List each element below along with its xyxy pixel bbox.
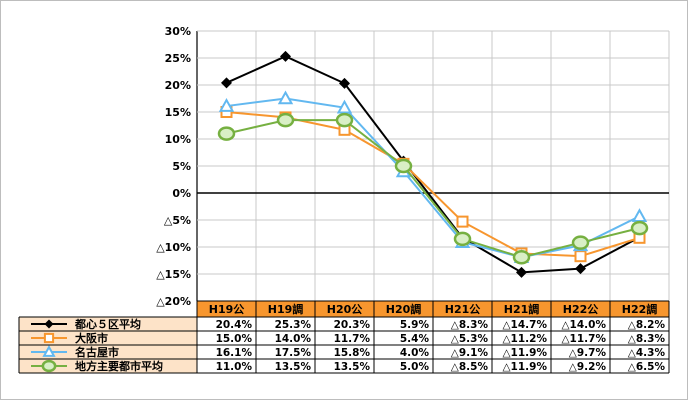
data-point: [221, 77, 232, 89]
data-value-label: △9.2%: [569, 361, 607, 373]
table-row: 地方主要都市平均 11.0% 13.5% 13.5% 5.0% △8.5% △11.9% △9…: [31, 359, 665, 373]
data-value-label: △6.5%: [628, 361, 666, 373]
x-category-label: H19公: [209, 303, 245, 316]
data-value-label: △14.7%: [502, 319, 547, 331]
series-line: [226, 119, 640, 259]
data-value-label: △4.3%: [628, 347, 666, 359]
data-value-label: 25.3%: [275, 319, 312, 331]
y-tick-label: 15%: [165, 106, 191, 119]
series-line: [226, 55, 640, 274]
legend-marker: [43, 332, 55, 344]
y-tick-label: 0%: [172, 187, 191, 200]
data-value-label: △9.1%: [451, 347, 489, 359]
legend-series-name: 名古屋市: [75, 345, 119, 359]
data-value-label: 13.5%: [275, 361, 312, 373]
y-axis-tick-labels: 30% 25% 20% 15% 10% 5% 0% △5% △10% △15% △20%: [156, 25, 191, 308]
x-category-label: H22公: [563, 303, 599, 316]
data-point: [280, 50, 291, 62]
legend-marker: [41, 359, 57, 373]
data-point: [276, 112, 295, 128]
data-value-label: 16.1%: [216, 347, 253, 359]
table-row: 大阪市 15.0% 14.0% 11.7% 5.4% △5.3% △11.2% △11.7% △…: [31, 331, 665, 345]
data-value-label: 14.0%: [275, 333, 312, 345]
data-value-label: △9.7%: [569, 347, 607, 359]
y-tick-label: 5%: [172, 160, 191, 173]
y-tick-label: △10%: [156, 241, 191, 254]
x-category-label: H21公: [445, 303, 481, 316]
data-point: [339, 77, 350, 89]
data-value-label: 11.0%: [216, 361, 253, 373]
data-point: [575, 263, 586, 275]
legend-series-name: 都心５区平均: [74, 317, 141, 331]
series-lines: [217, 50, 649, 278]
data-point: [574, 250, 587, 263]
data-value-label: 20.3%: [334, 319, 371, 331]
data-value-label: 13.5%: [334, 361, 371, 373]
data-value-label: 5.9%: [400, 319, 430, 331]
data-point: [335, 112, 354, 128]
data-point: [512, 250, 531, 265]
data-point: [277, 90, 294, 105]
x-category-label: H20調: [386, 302, 422, 316]
data-point: [571, 235, 590, 250]
data-point: [394, 158, 413, 174]
legend-series-name: 地方主要都市平均: [75, 359, 163, 373]
x-category-label: H21調: [504, 302, 540, 316]
x-category-label: H22調: [622, 302, 658, 316]
series-4: [217, 112, 649, 265]
data-value-label: 4.0%: [400, 347, 430, 359]
legend-marker: [44, 319, 54, 329]
data-value-label: △8.3%: [451, 319, 489, 331]
data-value-label: △8.5%: [451, 361, 489, 373]
data-value-label: △14.0%: [561, 319, 606, 331]
data-point: [453, 231, 472, 247]
data-value-label: 15.8%: [334, 347, 371, 359]
y-tick-label: 20%: [165, 79, 191, 92]
x-category-label: H19調: [268, 302, 304, 316]
data-point: [516, 266, 527, 278]
table-row: 名古屋市 16.1% 17.5% 15.8% 4.0% △9.1% △11.9% △9.7% △…: [31, 345, 665, 359]
data-value-label: △11.7%: [561, 333, 606, 345]
y-tick-label: 30%: [165, 25, 191, 38]
data-point: [217, 126, 236, 141]
y-tick-label: △15%: [156, 268, 191, 281]
x-category-label: H20公: [327, 303, 363, 316]
y-tick-label: 25%: [165, 52, 191, 65]
data-value-label: 15.0%: [216, 333, 253, 345]
data-value-label: △8.2%: [628, 319, 666, 331]
data-point: [630, 220, 649, 236]
table-row: 都心５区平均 20.4% 25.3% 20.3% 5.9% △8.3% △14.7% △14.…: [31, 317, 665, 331]
y-tick-label: 10%: [165, 133, 191, 146]
legend-marker: [42, 345, 56, 357]
y-tick-label: △5%: [164, 214, 191, 227]
data-value-label: △8.3%: [628, 333, 666, 345]
data-value-label: △11.9%: [502, 347, 547, 359]
data-point: [456, 215, 469, 228]
data-value-label: △5.3%: [451, 333, 489, 345]
data-value-label: 17.5%: [275, 347, 312, 359]
data-point: [336, 99, 353, 114]
y-tick-label: △20%: [156, 295, 191, 308]
data-value-label: △11.2%: [502, 333, 547, 345]
series-line: [226, 97, 640, 259]
data-value-label: △11.9%: [502, 361, 547, 373]
data-point: [218, 98, 235, 112]
data-value-label: 5.4%: [400, 333, 430, 345]
data-value-label: 20.4%: [216, 319, 253, 331]
data-value-label: 11.7%: [334, 333, 371, 345]
data-value-label: 5.0%: [400, 361, 430, 373]
legend-series-name: 大阪市: [75, 331, 108, 345]
